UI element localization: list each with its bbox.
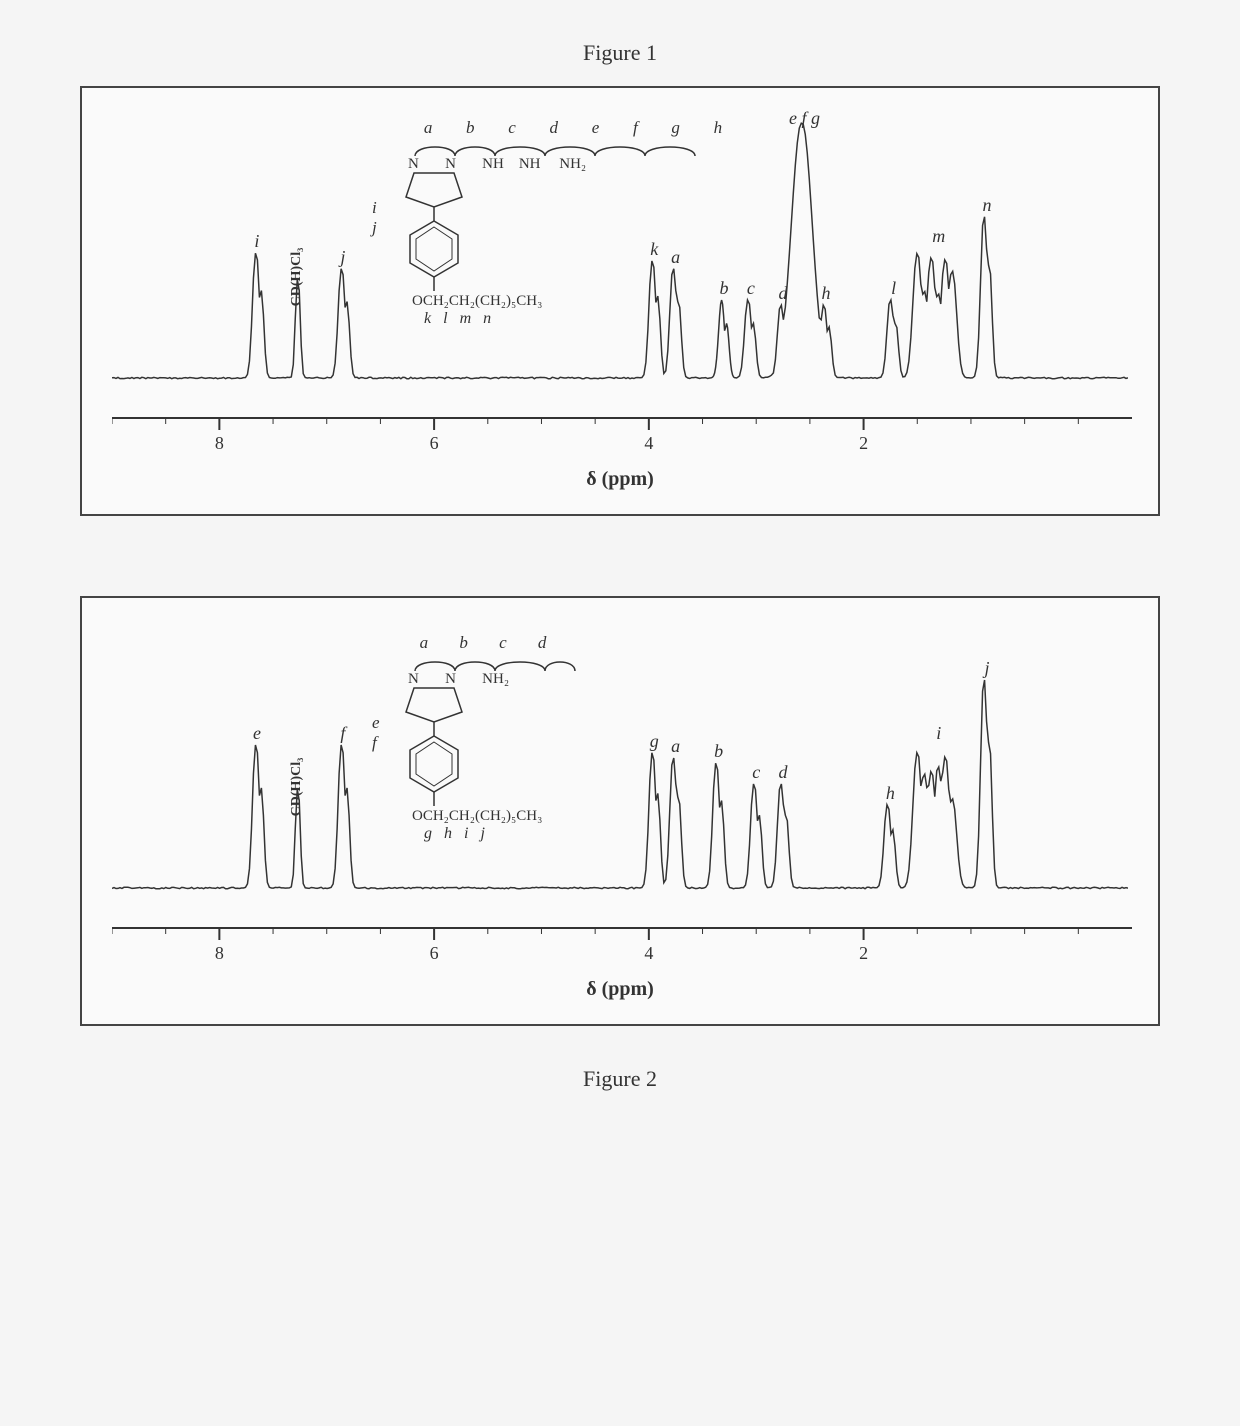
structure-label: g (424, 825, 432, 843)
figure-1-structure: abcdefgh N N NH NH NH₂ i j (392, 118, 732, 328)
figure-1-axis-svg (112, 408, 1132, 458)
axis-tick: 6 (430, 433, 439, 454)
peak-label: h (822, 283, 831, 304)
axis-tick: 4 (644, 433, 653, 454)
figure-2-bracket-svg (410, 653, 580, 671)
structure-label: j (480, 825, 484, 843)
structure-label: g (671, 118, 680, 138)
figure-1-ring-svg (392, 169, 482, 299)
figure-1-alkyl: OCH₂CH₂(CH₂)₅CH₃ (412, 293, 732, 310)
structure-label: e (592, 118, 600, 138)
peak-label: j (340, 247, 345, 268)
structure-label: f (633, 118, 638, 138)
peak-label: j (985, 658, 990, 679)
structure-label: d (538, 633, 547, 653)
peak-label: c (752, 762, 760, 783)
peak-label: f (340, 723, 345, 744)
structure-label: b (466, 118, 475, 138)
structure-label: c (508, 118, 516, 138)
structure-label: i (464, 825, 468, 843)
figure-2-structure: abcd N N NH₂ e f OCH₂CH₂(CH₂)₅CH₃ ghij (392, 633, 652, 843)
peak-label: m (932, 226, 945, 247)
figure-2-aryl-labels: e f (372, 713, 380, 753)
structure-label: h (444, 825, 452, 843)
figure-1-panel: ijkabcde f ghlmnCD(H)Cl₃ abcdefgh N N NH… (80, 86, 1160, 516)
peak-label: d (779, 283, 788, 304)
peak-label: e f g (789, 108, 820, 129)
axis-tick: 8 (215, 433, 224, 454)
structure-label: c (499, 633, 507, 653)
figure-1-bracket-svg (410, 138, 700, 156)
peak-label: a (671, 736, 680, 757)
figure-2-ring-svg (392, 684, 482, 814)
peak-label: d (779, 762, 788, 783)
figure-2-top-labels: a b c d (392, 633, 552, 653)
peak-label: h (886, 783, 895, 804)
figure-2-title: Figure 2 (60, 1066, 1180, 1092)
figure-2-alkyl: OCH₂CH₂(CH₂)₅CH₃ (412, 808, 652, 825)
axis-tick: 2 (859, 943, 868, 964)
figure-2-plot: efgabcdhijCD(H)Cl₃ abcd N N NH₂ e f OCH₂… (112, 618, 1128, 908)
structure-label: k (424, 310, 431, 328)
structure-label: d (550, 118, 559, 138)
figure-2-axis-title: δ (ppm) (586, 978, 654, 1001)
figure-2-axis-svg (112, 918, 1132, 968)
figure-1-aryl-labels: i j (372, 198, 377, 238)
figure-1-alkyl-labels: klmn (424, 310, 732, 328)
structure-label: n (483, 310, 491, 328)
figure-1-chain-atoms: N N NH NH NH₂ (408, 156, 732, 173)
structure-label: a (424, 118, 433, 138)
peak-label: l (891, 278, 896, 299)
peak-label: i (254, 231, 259, 252)
axis-tick: 8 (215, 943, 224, 964)
peak-label: c (747, 278, 755, 299)
peak-label: i (936, 723, 941, 744)
figure-1-axis-title: δ (ppm) (586, 468, 654, 491)
figure-2-chain-atoms: N N NH₂ (408, 671, 652, 688)
structure-label: m (460, 310, 472, 328)
figure-1-plot: ijkabcde f ghlmnCD(H)Cl₃ abcdefgh N N NH… (112, 108, 1128, 398)
peak-label: n (983, 195, 992, 216)
figure-1-top-labels: a b c d e f g h (392, 118, 732, 138)
peak-label: b (714, 741, 723, 762)
structure-label: h (714, 118, 723, 138)
structure-label: b (459, 633, 468, 653)
peak-label: e (253, 723, 261, 744)
axis-tick: 6 (430, 943, 439, 964)
structure-label: a (420, 633, 429, 653)
axis-tick: 2 (859, 433, 868, 454)
solvent-label: CD(H)Cl₃ (289, 248, 305, 307)
axis-tick: 4 (644, 943, 653, 964)
figure-2-alkyl-labels: ghij (424, 825, 652, 843)
figure-2-panel: efgabcdhijCD(H)Cl₃ abcd N N NH₂ e f OCH₂… (80, 596, 1160, 1026)
structure-label: l (443, 310, 447, 328)
solvent-label: CD(H)Cl₃ (289, 758, 305, 817)
figure-1-title: Figure 1 (60, 40, 1180, 66)
